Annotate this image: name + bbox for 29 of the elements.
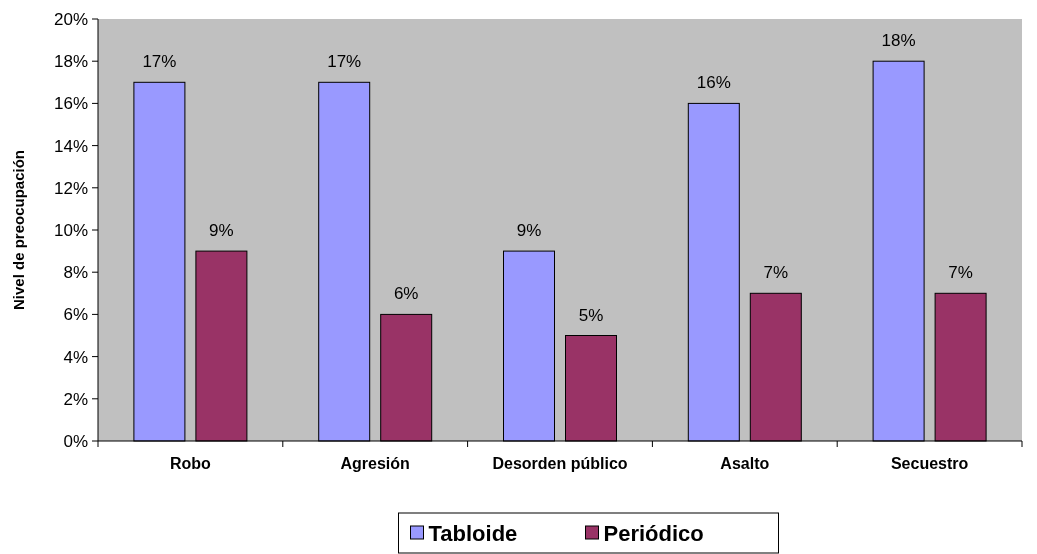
data-label: 7% bbox=[763, 263, 789, 283]
data-label: 5% bbox=[578, 305, 604, 325]
data-label: 7% bbox=[948, 263, 973, 283]
y-tick-label: 4% bbox=[63, 347, 88, 367]
data-label: 16% bbox=[696, 73, 731, 93]
y-tick-label: 10% bbox=[53, 220, 88, 240]
data-label: 17% bbox=[327, 52, 362, 72]
x-tick-label: Desorden público bbox=[492, 455, 628, 472]
y-tick-label: 12% bbox=[53, 178, 88, 198]
y-tick-label: 20% bbox=[53, 9, 88, 29]
data-label: 6% bbox=[393, 284, 419, 304]
data-label: 17% bbox=[142, 52, 177, 72]
y-tick-label: 16% bbox=[53, 94, 88, 114]
y-tick-label: 0% bbox=[63, 431, 88, 451]
legend-label: Periódico bbox=[603, 520, 704, 546]
data-label: 9% bbox=[209, 221, 234, 241]
y-tick-label: 14% bbox=[53, 136, 88, 156]
data-label: 18% bbox=[881, 31, 916, 51]
x-tick-label: Secuestro bbox=[890, 455, 969, 472]
x-tick-label: Asalto bbox=[720, 455, 770, 472]
y-tick-label: 18% bbox=[53, 52, 88, 72]
y-axis-title: Nivel de preocupación bbox=[10, 149, 27, 311]
data-label: 9% bbox=[516, 221, 542, 241]
x-tick-label: Agresión bbox=[340, 455, 410, 472]
y-tick-label: 2% bbox=[63, 389, 88, 409]
legend-label: Tabloide bbox=[428, 520, 518, 546]
y-tick-label: 6% bbox=[63, 305, 88, 325]
y-tick-label: 8% bbox=[63, 263, 88, 283]
x-tick-label: Robo bbox=[169, 455, 212, 472]
